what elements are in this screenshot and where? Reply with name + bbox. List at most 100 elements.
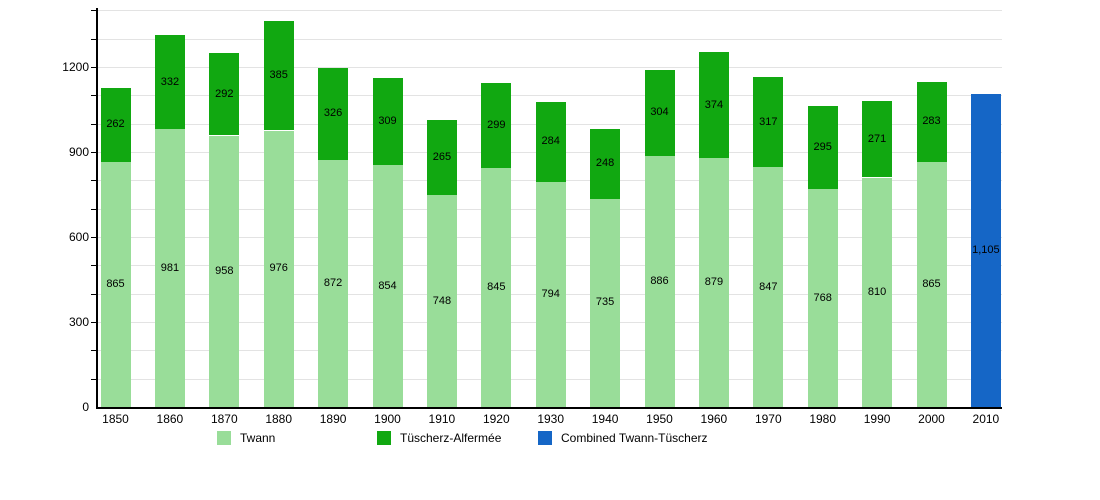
y-axis-label: 0 — [82, 400, 89, 414]
y-axis-label: 300 — [68, 315, 89, 329]
bar-segment-tuscherz-alfermee — [807, 105, 838, 190]
bar-value-label: 748 — [432, 294, 452, 307]
x-axis-label: 1890 — [319, 412, 347, 426]
x-axis-label: 1980 — [809, 412, 837, 426]
bar-segment-twann — [698, 158, 729, 407]
x-axis-label: 1940 — [591, 412, 619, 426]
bar-segment-tuscherz-alfermee — [426, 120, 457, 196]
x-axis-label: 1870 — [210, 412, 238, 426]
legend-item-combined: Combined Twann-Tüscherz — [538, 431, 708, 445]
bar-segment-twann — [154, 129, 185, 407]
bar-segment-twann — [590, 198, 621, 408]
bar-segment-twann — [209, 135, 240, 407]
x-axis-label: 1960 — [700, 412, 728, 426]
bar-segment-tuscherz-alfermee — [644, 69, 675, 156]
x-axis-label: 1910 — [428, 412, 456, 426]
bar-segment-twann — [481, 167, 512, 407]
y-axis-tick — [91, 38, 96, 40]
bar-segment-twann — [807, 189, 838, 407]
bar-segment-twann — [644, 156, 675, 407]
gridline — [98, 38, 1002, 40]
bar-segment-tuscherz-alfermee — [318, 67, 349, 160]
y-axis-tick — [91, 208, 96, 210]
y-axis-tick — [91, 180, 96, 182]
x-axis-label: 1950 — [646, 412, 673, 426]
x-axis-label: 1850 — [102, 412, 129, 426]
bar-value-label: 271 — [867, 132, 887, 145]
bar-segment-twann — [753, 167, 784, 407]
bar-value-label: 768 — [813, 291, 832, 304]
y-axis-tick — [91, 265, 96, 267]
bar-segment-tuscherz-alfermee — [209, 52, 240, 136]
bar-value-label: 326 — [323, 107, 343, 120]
bar-value-label: 879 — [704, 276, 724, 288]
bar-segment-twann — [318, 159, 349, 407]
bar-value-label: 976 — [269, 262, 288, 275]
x-axis-label: 2000 — [918, 412, 945, 426]
bar-value-label: 845 — [487, 280, 506, 293]
bar-value-label: 794 — [541, 288, 560, 300]
legend: Twann Tüscherz-Alfermée Combined Twann-T… — [0, 431, 1100, 449]
y-axis-tick — [91, 378, 96, 380]
x-axis-label: 1990 — [863, 412, 891, 426]
bar-value-label: 735 — [595, 296, 615, 309]
legend-label-tuscherz-alfermee: Tüscherz-Alfermée — [400, 431, 502, 445]
bar-segment-twann — [100, 161, 131, 407]
y-axis-tick — [91, 95, 96, 97]
bar-segment-tuscherz-alfermee — [154, 35, 185, 130]
bar-segment-tuscherz-alfermee — [916, 81, 947, 162]
bar-value-label: 309 — [378, 114, 397, 127]
bar-value-label: 385 — [269, 69, 288, 82]
bar-segment-tuscherz-alfermee — [753, 77, 784, 167]
legend-swatch-tuscherz-alfermee-icon — [377, 431, 391, 445]
bar-segment-twann — [862, 177, 893, 407]
x-axis-label: 1860 — [156, 412, 184, 426]
bar-value-label: 886 — [650, 275, 669, 287]
bar-segment-tuscherz-alfermee — [100, 87, 131, 162]
bar-value-label: 865 — [106, 278, 125, 290]
y-axis-tick — [91, 10, 96, 12]
x-axis-label: 1930 — [537, 412, 565, 426]
bar-value-label: 295 — [813, 141, 832, 154]
bar-segment-tuscherz-alfermee — [698, 52, 729, 158]
legend-swatch-combined-icon — [538, 431, 552, 445]
y-axis-label: 1200 — [62, 60, 89, 74]
y-axis-tick — [91, 67, 96, 68]
bar-value-label: 292 — [215, 87, 234, 100]
x-axis-label: 2010 — [972, 412, 1000, 426]
bar-value-label: 872 — [323, 277, 343, 289]
bar-value-label: 304 — [650, 106, 669, 119]
bar-segment-tuscherz-alfermee — [263, 21, 294, 131]
gridline — [98, 95, 1002, 97]
bar-value-label: 854 — [378, 279, 397, 292]
bar-value-label: 284 — [541, 135, 560, 148]
y-axis-tick — [91, 350, 96, 352]
legend-item-twann: Twann — [217, 431, 275, 445]
x-axis-label: 1920 — [482, 412, 510, 426]
bar-segment-tuscherz-alfermee — [590, 128, 621, 199]
bar-value-label: 265 — [432, 151, 452, 163]
bar-segment-tuscherz-alfermee — [481, 82, 512, 168]
y-axis-label: 600 — [68, 230, 89, 244]
x-axis-label: 1970 — [754, 412, 782, 426]
x-axis-label: 1900 — [374, 412, 401, 426]
bar-value-label: 865 — [922, 278, 941, 290]
bar-segment-twann — [372, 165, 403, 407]
x-axis-line — [96, 407, 1002, 409]
bar-segment-twann — [263, 130, 294, 407]
bar-value-label: 299 — [487, 118, 506, 131]
y-axis-tick — [91, 293, 96, 295]
legend-label-combined: Combined Twann-Tüscherz — [561, 431, 708, 445]
y-axis-tick — [91, 152, 96, 153]
bar-value-label: 1,105 — [972, 244, 1000, 256]
bar-segment-twann — [426, 195, 457, 407]
x-axis-label: 1880 — [265, 412, 293, 426]
bar-value-label: 248 — [595, 157, 615, 170]
legend-label-twann: Twann — [240, 431, 276, 445]
bar-segment-tuscherz-alfermee — [535, 101, 566, 183]
gridline — [98, 67, 1002, 68]
y-axis-tick — [91, 322, 96, 323]
bar-segment-combined — [970, 93, 1001, 407]
